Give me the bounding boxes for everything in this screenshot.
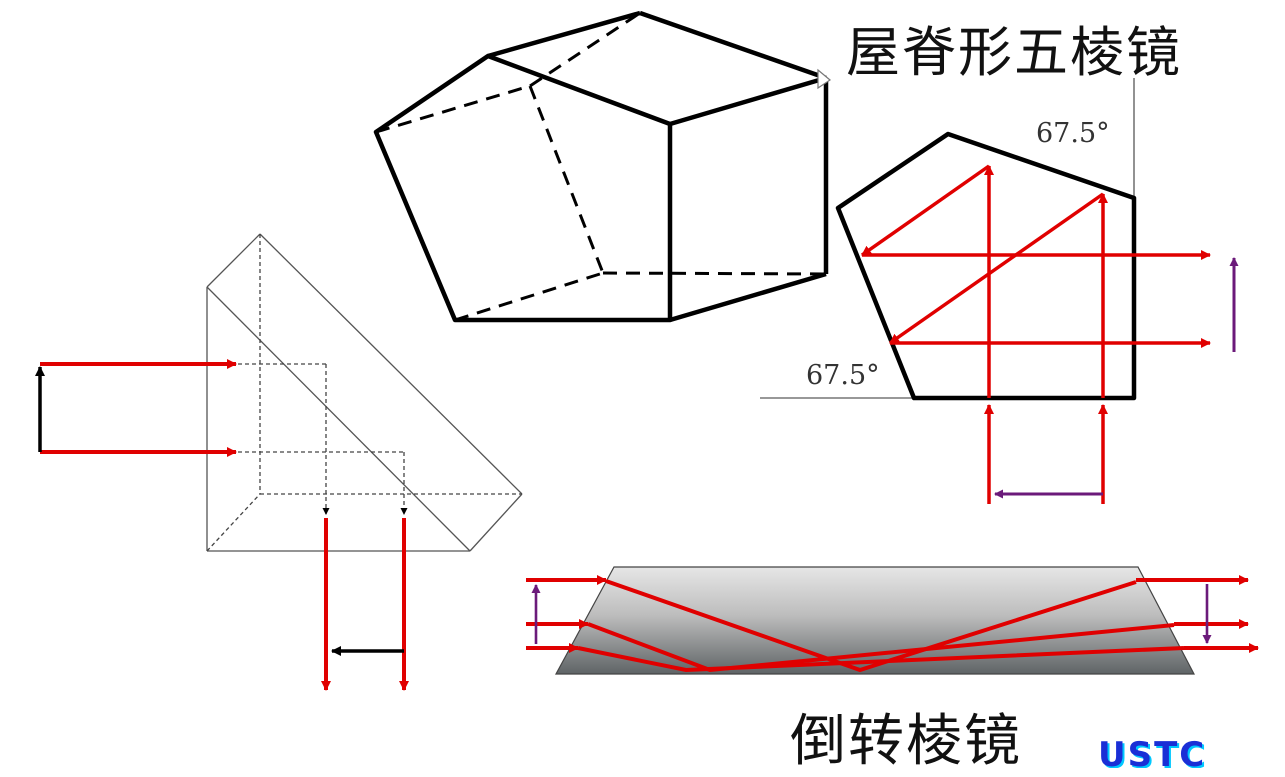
angle-label-bottom: 67.5° bbox=[806, 360, 880, 391]
inverting-prism-title: 倒转棱镜 bbox=[790, 709, 1022, 774]
inverting-prism bbox=[526, 566, 1259, 675]
logo-text: USTC bbox=[1098, 738, 1207, 768]
angle-label-top: 67.5° bbox=[1036, 118, 1110, 149]
ustc-logo: USTC bbox=[1098, 738, 1228, 768]
roof-pentaprism-title: 屋脊形五棱镜 bbox=[846, 21, 1182, 84]
pentaprism-3d bbox=[373, 10, 832, 323]
right-angle-prism bbox=[35, 233, 523, 691]
pentaprism-section: 67.5° 67.5° bbox=[760, 78, 1239, 504]
